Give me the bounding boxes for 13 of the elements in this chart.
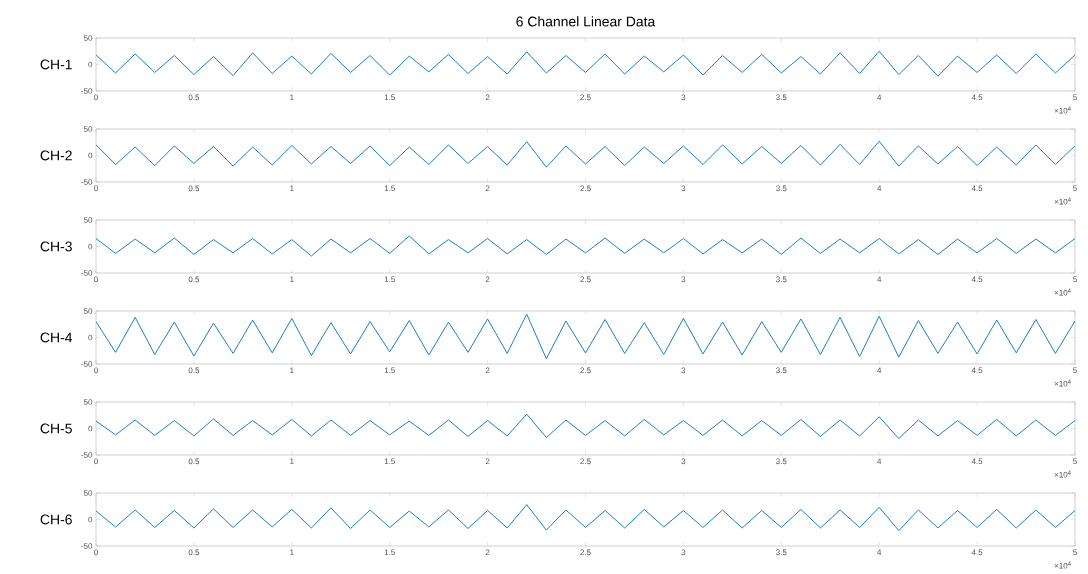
line-series — [96, 313, 1076, 360]
line-series — [96, 413, 1076, 440]
y-axis-title: CH-2 — [40, 150, 72, 161]
chart-title: 6 Channel Linear Data — [516, 16, 656, 27]
line-series — [96, 50, 1076, 77]
y-axis-title: CH-6 — [40, 514, 72, 525]
y-axis-title: CH-1 — [40, 59, 72, 70]
line-series — [96, 504, 1076, 532]
y-axis-title: CH-5 — [40, 423, 72, 434]
y-axis-title: CH-3 — [40, 241, 72, 252]
y-axis-title: CH-4 — [40, 332, 73, 343]
line-series — [96, 235, 1076, 257]
line-series — [96, 140, 1076, 168]
